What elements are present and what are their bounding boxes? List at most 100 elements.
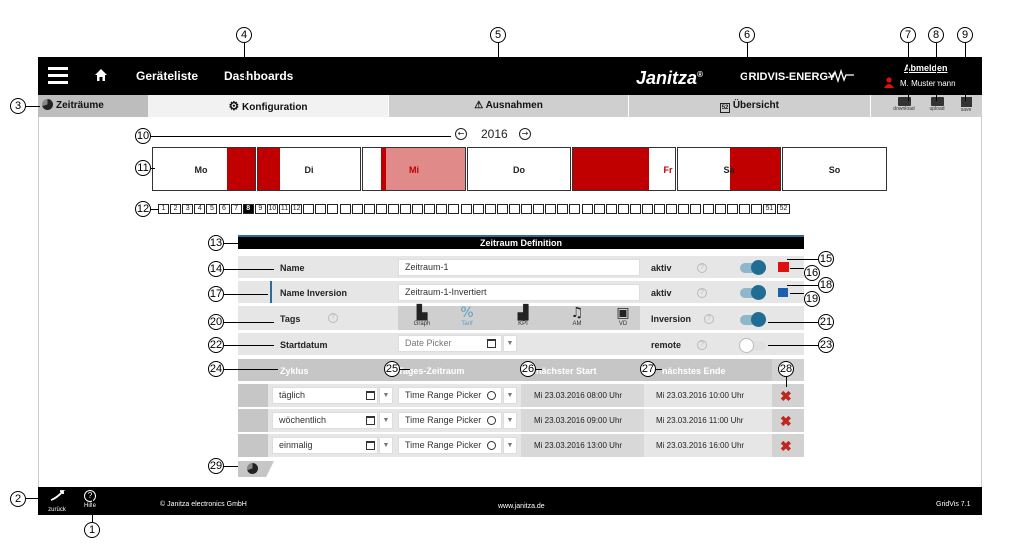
time-range-picker[interactable]: Time Range Picker (398, 412, 502, 429)
week-box[interactable] (533, 204, 545, 214)
home-icon[interactable] (94, 68, 108, 82)
week-box[interactable] (339, 204, 351, 214)
week-box[interactable] (400, 204, 411, 214)
week-box[interactable] (581, 204, 593, 214)
aktiv-toggle[interactable] (740, 260, 766, 275)
day-tuesday[interactable]: Di (257, 147, 361, 191)
week-box[interactable] (545, 204, 557, 214)
day-sunday[interactable]: So (782, 147, 887, 191)
tab-konfiguration[interactable]: ⚙ Konfiguration (148, 95, 388, 117)
startdate-picker[interactable]: Date Picker (398, 335, 502, 352)
help-icon[interactable]: ? (697, 288, 707, 298)
week-box[interactable] (642, 204, 653, 214)
time-range-picker[interactable]: Time Range Picker (398, 437, 502, 454)
help-icon[interactable]: ? (697, 340, 707, 350)
day-monday[interactable]: Mo (152, 147, 256, 191)
week-box[interactable] (750, 204, 762, 214)
week-box[interactable] (521, 204, 532, 214)
week-box[interactable] (593, 204, 605, 214)
week-box[interactable] (412, 204, 424, 214)
device-list-link[interactable]: Geräteliste (136, 69, 199, 83)
tarif-tag[interactable]: % Tarif (452, 306, 482, 328)
year-prev-button[interactable]: ← (455, 128, 467, 140)
week-box[interactable] (714, 204, 726, 214)
week-box[interactable] (472, 204, 484, 214)
week-box[interactable]: 2 (170, 204, 182, 214)
week-box[interactable] (690, 204, 702, 214)
tab-zeitraeume[interactable]: Zeiträume (38, 95, 148, 117)
week-box[interactable]: 9 (254, 204, 266, 214)
week-box[interactable] (654, 204, 666, 214)
week-box[interactable]: 6 (218, 204, 230, 214)
delete-row-icon[interactable]: ✖ (780, 413, 792, 429)
hamburger-menu-icon[interactable] (48, 67, 68, 84)
week-box[interactable]: 8 (242, 204, 254, 214)
cycle-dropdown-button[interactable]: ▼ (379, 412, 393, 429)
aktiv-inversion-toggle[interactable] (740, 285, 766, 300)
cycle-select[interactable]: einmalig (272, 437, 378, 454)
week-box[interactable] (666, 204, 678, 214)
week-box[interactable] (448, 204, 460, 214)
week-box[interactable] (557, 204, 569, 214)
cycle-dropdown-button[interactable]: ▼ (379, 437, 393, 454)
website-link[interactable]: www.janitza.de (498, 503, 545, 510)
week-box[interactable]: 7 (230, 204, 242, 214)
day-wednesday[interactable]: Mi (362, 147, 466, 191)
remote-toggle[interactable] (739, 338, 766, 353)
week-box[interactable] (496, 204, 508, 214)
week-box[interactable]: 52 (777, 204, 790, 214)
cycle-dropdown-button[interactable]: ▼ (379, 387, 393, 404)
dashboards-link[interactable]: Dashboards (224, 69, 294, 83)
week-box[interactable]: 11 (279, 204, 290, 214)
kpi-tag[interactable]: ▟ KPI (508, 306, 538, 328)
day-friday[interactable]: Fr (572, 147, 676, 191)
back-button[interactable]: zurück (40, 489, 74, 513)
add-period-button[interactable] (238, 461, 274, 477)
week-box[interactable] (726, 204, 738, 214)
week-box[interactable]: 10 (266, 204, 278, 214)
week-box[interactable] (363, 204, 375, 214)
week-box[interactable] (678, 204, 690, 214)
time-range-dropdown-button[interactable]: ▼ (503, 412, 517, 429)
week-box[interactable]: 1 (158, 204, 169, 214)
vd-tag[interactable]: ▣ VD (608, 306, 638, 328)
week-box[interactable] (605, 204, 617, 214)
week-box[interactable] (617, 204, 629, 214)
inversion-name-field[interactable]: Zeitraum-1-Invertiert (398, 284, 640, 301)
day-thursday[interactable]: Do (467, 147, 571, 191)
startdate-dropdown-button[interactable]: ▼ (503, 335, 517, 352)
delete-row-icon[interactable]: ✖ (780, 438, 792, 454)
active-color-swatch[interactable] (778, 262, 789, 272)
time-range-dropdown-button[interactable]: ▼ (503, 387, 517, 404)
time-range-dropdown-button[interactable]: ▼ (503, 437, 517, 454)
week-box[interactable] (436, 204, 448, 214)
tab-ausnahmen[interactable]: ⚠ Ausnahmen (389, 95, 628, 117)
week-box[interactable] (569, 204, 581, 214)
year-next-button[interactable]: → (519, 128, 531, 140)
week-box[interactable] (460, 204, 472, 214)
delete-row-icon[interactable]: ✖ (780, 388, 792, 404)
week-box[interactable] (702, 204, 714, 214)
week-box[interactable] (424, 204, 436, 214)
week-box[interactable]: 3 (182, 204, 194, 214)
week-box[interactable] (387, 204, 399, 214)
cycle-select[interactable]: wöchentlich (272, 412, 378, 429)
name-field[interactable]: Zeitraum-1 (398, 259, 640, 276)
help-icon[interactable]: ? (704, 314, 714, 324)
week-box[interactable] (629, 204, 641, 214)
graph-tag[interactable]: ▙ Graph (407, 306, 437, 328)
week-box[interactable] (484, 204, 496, 214)
tab-uebersicht[interactable]: 52 Übersicht (629, 95, 870, 117)
day-saturday[interactable]: Sa (677, 147, 781, 191)
week-box[interactable] (738, 204, 750, 214)
inversion-toggle[interactable] (740, 312, 766, 327)
week-box[interactable] (327, 204, 339, 214)
week-box[interactable] (351, 204, 363, 214)
help-button[interactable]: ? Hilfe (83, 490, 96, 509)
week-box[interactable] (508, 204, 520, 214)
week-box[interactable]: 12 (291, 204, 303, 214)
week-box[interactable] (303, 204, 315, 214)
week-box[interactable] (375, 204, 387, 214)
week-box[interactable]: 5 (206, 204, 218, 214)
upload-button[interactable]: upload (922, 95, 952, 117)
